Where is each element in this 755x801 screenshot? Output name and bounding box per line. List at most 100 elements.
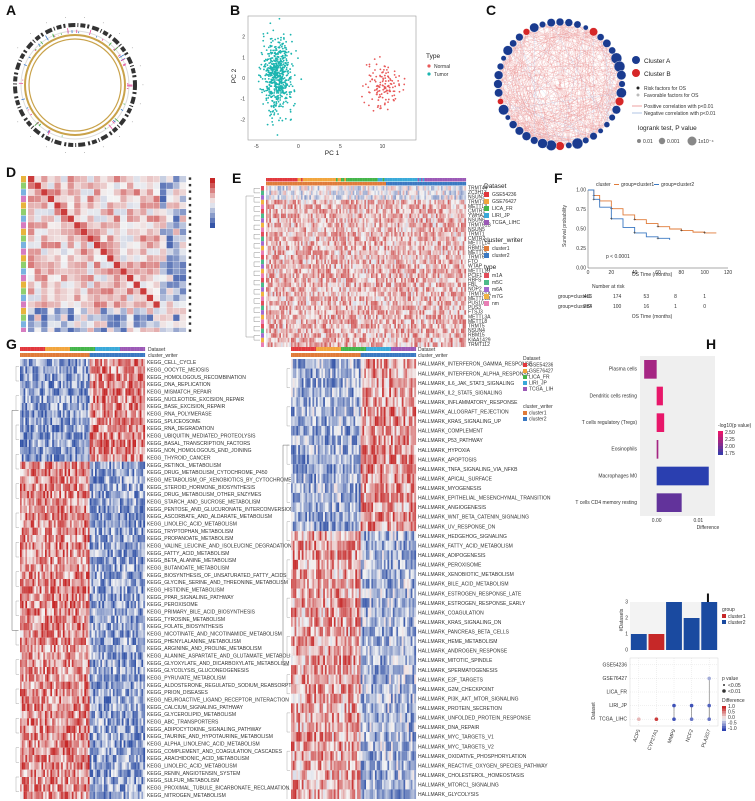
- b-point-normal: [380, 93, 383, 95]
- a-chrom-tick: ·: [139, 102, 141, 108]
- e-cell: [454, 259, 457, 265]
- e-cluster-bar: [334, 182, 337, 186]
- e-dataset-bar: [354, 178, 357, 182]
- e-cell: [309, 199, 312, 205]
- e-cell: [444, 287, 447, 292]
- d-cell: [146, 327, 154, 332]
- e-cell: [346, 236, 348, 242]
- e-cell: [367, 209, 370, 214]
- a-track-mark: [35, 48, 37, 51]
- e-cell: [341, 213, 343, 219]
- d-cell: [47, 176, 55, 183]
- e-cell: [311, 222, 313, 228]
- d-cell: [67, 202, 74, 209]
- e-cell: [332, 255, 335, 260]
- e-cell: [346, 264, 348, 269]
- e-cell: [419, 218, 422, 223]
- d-row-label: ■: [188, 216, 191, 222]
- e-cell: [326, 218, 328, 223]
- e-cell: [434, 287, 437, 292]
- e-cell: [304, 236, 307, 242]
- b-point-tumor: [269, 114, 271, 117]
- e-cell: [276, 245, 278, 251]
- b-point-normal: [380, 75, 383, 78]
- d-cell: [87, 195, 94, 203]
- e-cell: [302, 250, 305, 256]
- d-cell: [113, 321, 121, 328]
- b-point-tumor: [279, 39, 282, 41]
- c-edge: [507, 50, 552, 146]
- e-cell: [369, 282, 372, 288]
- e-cell: [441, 209, 443, 214]
- d-cell: [120, 314, 127, 321]
- e-dataset-bar: [272, 178, 275, 182]
- e-cell: [292, 278, 295, 283]
- d-cell: [28, 275, 35, 282]
- e-cell: [389, 190, 392, 196]
- e-cell: [421, 259, 423, 265]
- e-cell: [309, 245, 312, 251]
- d-cell: [41, 202, 48, 209]
- a-track-mark: [30, 113, 33, 116]
- e-cell: [302, 204, 305, 210]
- e-cell: [421, 213, 423, 219]
- e-cell: [279, 264, 282, 269]
- b-point-tumor: [265, 49, 268, 52]
- e-cell: [439, 209, 442, 214]
- e-cell: [339, 268, 342, 274]
- d-cell: [100, 182, 107, 189]
- b-point-tumor: [272, 104, 275, 107]
- e-cell: [339, 199, 342, 205]
- a-track-mark: [47, 129, 50, 134]
- e-cell: [409, 268, 412, 274]
- b-point-tumor: [269, 22, 272, 25]
- e-cluster-bar: [434, 182, 437, 186]
- e-dataset-bar: [332, 178, 335, 182]
- b-point-normal: [398, 90, 401, 93]
- e-cell: [274, 213, 277, 219]
- panel-e-heatmap: Dataset cluster_writer type TRMT44ZC3H13…: [245, 178, 523, 348]
- e-dataset-bar: [431, 178, 433, 182]
- e-cell: [381, 186, 383, 191]
- e-cell: [457, 287, 460, 292]
- e-cell: [272, 213, 275, 219]
- b-point-tumor: [282, 33, 285, 35]
- e-cell: [279, 218, 282, 223]
- e-cell: [459, 186, 462, 191]
- e-cell: [454, 199, 457, 205]
- e-cell: [349, 218, 352, 223]
- e-cell: [421, 282, 423, 288]
- e-cell: [297, 236, 300, 242]
- e-cell: [309, 232, 312, 237]
- e-cell: [356, 213, 358, 219]
- e-cell: [384, 195, 387, 200]
- e-cell: [286, 232, 288, 237]
- d-cell: [166, 288, 173, 295]
- e-cell: [274, 195, 277, 200]
- e-cell: [452, 199, 455, 205]
- e-cell: [369, 273, 372, 279]
- e-type-annot: [261, 186, 264, 191]
- b-point-tumor: [276, 69, 279, 72]
- e-cell: [439, 278, 442, 283]
- e-cell: [347, 186, 350, 191]
- e-cell: [332, 259, 335, 265]
- e-cell: [349, 195, 352, 200]
- e-cluster-bar: [337, 182, 340, 186]
- b-point-tumor: [284, 82, 287, 85]
- e-cell: [376, 259, 378, 265]
- e-cell: [284, 291, 287, 297]
- e-cell: [387, 268, 390, 274]
- e-cell: [389, 209, 392, 214]
- e-cell: [449, 273, 452, 279]
- e-cell: [356, 236, 358, 242]
- b-point-normal: [391, 86, 394, 89]
- e-cell: [379, 209, 382, 214]
- e-cell: [379, 264, 382, 269]
- e-cell: [407, 186, 410, 191]
- e-cluster-bar: [426, 182, 428, 186]
- d-cell: [34, 301, 41, 308]
- e-cell: [382, 291, 385, 297]
- e-cell: [339, 195, 342, 200]
- e-type-annot: [261, 227, 264, 232]
